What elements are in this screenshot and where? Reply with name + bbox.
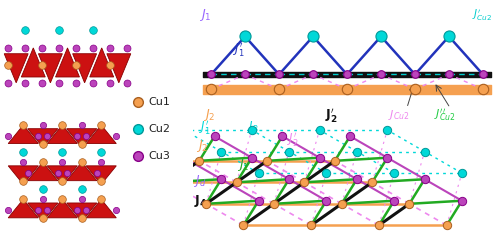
Text: $J_1'$: $J_1'$ [200, 118, 211, 136]
Text: $J_2'$: $J_2'$ [288, 130, 299, 148]
Text: $\mathbf{J_4}$: $\mathbf{J_4}$ [194, 193, 207, 209]
Text: $J_{Cu2}'$: $J_{Cu2}'$ [472, 8, 492, 23]
Polygon shape [28, 129, 58, 147]
Polygon shape [8, 166, 38, 184]
Polygon shape [47, 166, 78, 184]
Polygon shape [28, 203, 58, 222]
Text: $J_2$: $J_2$ [203, 107, 215, 123]
Text: Cu3: Cu3 [148, 150, 170, 161]
Polygon shape [47, 125, 78, 144]
Polygon shape [8, 199, 38, 218]
Text: $\mathbf{J_2'}$: $\mathbf{J_2'}$ [326, 106, 338, 124]
Text: $J_2$: $J_2$ [196, 138, 208, 154]
Text: Cu1: Cu1 [148, 97, 170, 107]
Polygon shape [66, 162, 97, 181]
Polygon shape [107, 54, 131, 83]
Text: Cu2: Cu2 [148, 124, 170, 134]
Polygon shape [90, 48, 114, 77]
Polygon shape [56, 48, 80, 77]
Polygon shape [86, 125, 117, 144]
Polygon shape [47, 199, 78, 218]
Polygon shape [66, 129, 97, 147]
Polygon shape [28, 162, 58, 181]
Text: $J_1$: $J_1$ [199, 7, 211, 23]
Polygon shape [86, 199, 117, 218]
Polygon shape [4, 54, 28, 83]
Text: $J_{Cu2}$: $J_{Cu2}$ [388, 108, 409, 121]
Polygon shape [72, 54, 96, 83]
Polygon shape [8, 125, 38, 144]
Text: $J_1$: $J_1$ [236, 157, 249, 174]
Text: $J_1'$: $J_1'$ [233, 40, 244, 58]
Polygon shape [22, 48, 46, 77]
Text: $J_d$: $J_d$ [194, 173, 207, 189]
Text: $J_{Cu2}''$: $J_{Cu2}''$ [434, 107, 456, 123]
Text: $J_3$: $J_3$ [246, 119, 258, 135]
Polygon shape [66, 203, 97, 222]
Polygon shape [38, 54, 62, 83]
Polygon shape [86, 166, 117, 184]
